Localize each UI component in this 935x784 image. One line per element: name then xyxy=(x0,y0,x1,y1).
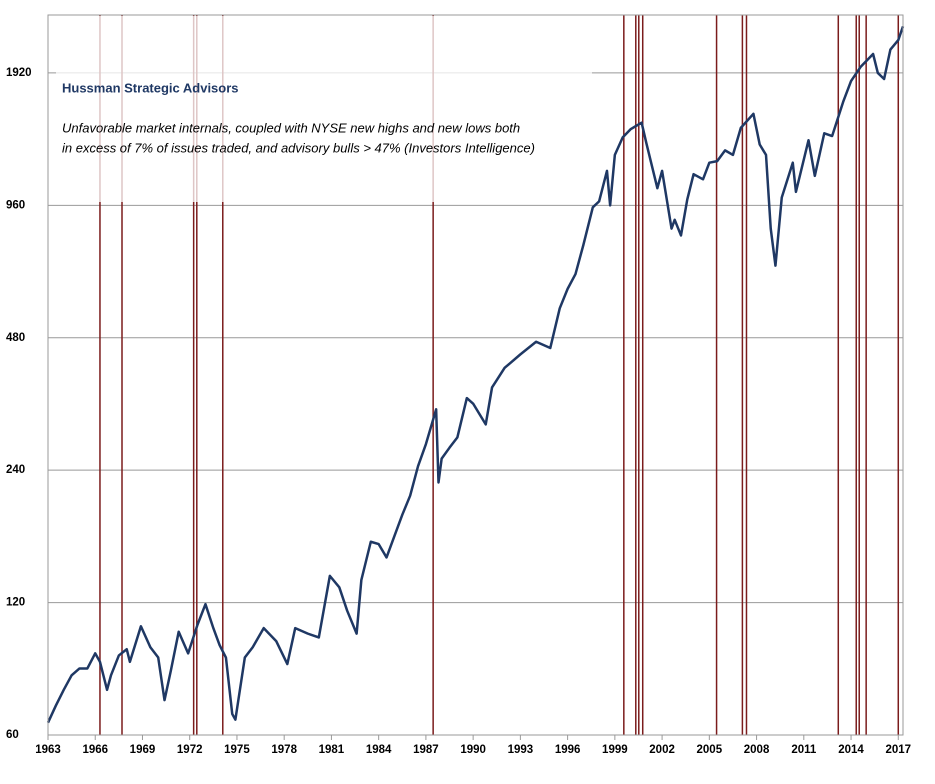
annotation: in excess of 7% of issues traded, and ad… xyxy=(62,140,535,155)
x-tick-label: 1999 xyxy=(602,744,628,756)
x-tick-label: 2017 xyxy=(885,744,911,756)
x-tick-label: 1966 xyxy=(82,744,108,756)
x-tick-label: 2014 xyxy=(838,744,864,756)
axes: 60 120 240 480 960 1920 1963 1966 1969 1972 1975 19… xyxy=(6,67,911,756)
x-tick-label: 1993 xyxy=(508,744,534,756)
x-tick-label: 2005 xyxy=(697,744,723,756)
x-tick-label: 2002 xyxy=(649,744,675,756)
y-tick-label: 480 xyxy=(6,332,25,344)
x-tick-label: 1975 xyxy=(224,744,250,756)
y-tick-label: 240 xyxy=(6,464,25,476)
plot-frame xyxy=(47,14,904,736)
text-backdrop xyxy=(56,16,592,202)
plot xyxy=(46,25,905,724)
y-tick-label: 120 xyxy=(6,597,25,609)
x-tick-label: 1984 xyxy=(366,744,392,756)
chart-title: Hussman Strategic Advisors xyxy=(62,80,239,95)
x-tick-label: 1996 xyxy=(555,744,581,756)
annotation: Unfavorable market internals, coupled wi… xyxy=(62,120,520,135)
price-line xyxy=(46,25,905,724)
x-tick-label: 2011 xyxy=(791,744,817,756)
y-tick-label: 960 xyxy=(6,199,25,211)
x-tick-label: 1978 xyxy=(271,744,297,756)
x-tick-label: 2008 xyxy=(744,744,770,756)
x-tick-label: 1963 xyxy=(35,744,61,756)
x-tick-label: 1972 xyxy=(177,744,203,756)
x-tick-label: 1990 xyxy=(460,744,486,756)
x-tick-label: 1969 xyxy=(130,744,156,756)
y-tick-label: 1920 xyxy=(6,67,32,79)
y-tick-label: 60 xyxy=(6,729,19,741)
x-tick-label: 1981 xyxy=(319,744,345,756)
x-tick-label: 1987 xyxy=(413,744,439,756)
